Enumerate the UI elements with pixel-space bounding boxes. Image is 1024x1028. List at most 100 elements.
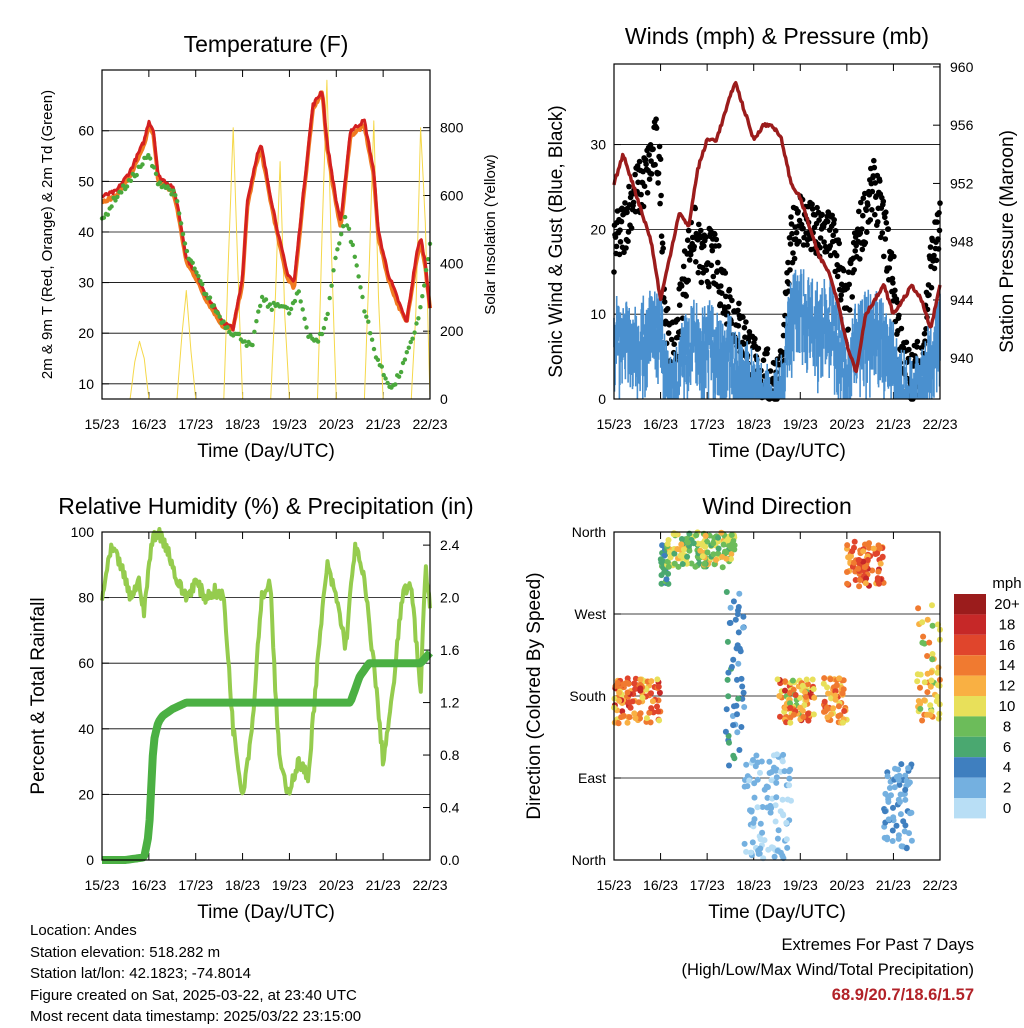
chart-title: Wind Direction <box>702 493 852 519</box>
gust-point <box>892 287 898 294</box>
gust-point <box>845 326 851 333</box>
direction-point <box>734 611 741 618</box>
gust-point <box>903 339 910 346</box>
gust-point <box>824 218 831 225</box>
y-tick-label: 60 <box>78 123 94 139</box>
x-tick-label: 15/23 <box>84 416 119 432</box>
dewpoint-point <box>190 260 195 265</box>
gust-point <box>741 341 747 347</box>
gust-point <box>698 227 704 234</box>
direction-point <box>902 786 909 793</box>
gust-point <box>891 253 897 260</box>
direction-point <box>775 827 782 834</box>
panel-temperature: Temperature (F) 15/23 16/23 17/23 18/23 19/23… <box>39 31 499 462</box>
gust-point <box>644 190 651 196</box>
dewpoint-point <box>423 267 429 273</box>
x-tick-label: 20/23 <box>829 877 864 893</box>
dewpoint-point <box>418 305 423 310</box>
direction-point <box>664 558 671 565</box>
x-tick-label: 20/23 <box>319 877 354 893</box>
dewpoint-point <box>366 319 371 324</box>
gust-point <box>616 251 623 258</box>
dewpoint-point <box>171 188 176 193</box>
station-info: Location: Andes Station elevation: 518.2… <box>30 920 361 1028</box>
direction-point <box>902 796 909 803</box>
y2-tick-label: 948 <box>950 234 974 250</box>
gust-point <box>646 152 652 158</box>
gust-point <box>723 293 729 300</box>
y-tick-label: 0 <box>598 391 606 407</box>
direction-point <box>655 683 662 690</box>
gust-point <box>831 217 837 223</box>
gust-point <box>653 116 659 122</box>
direction-point <box>820 680 827 687</box>
direction-point <box>614 679 621 686</box>
dewpoint-point <box>331 268 336 273</box>
direction-point <box>767 809 774 816</box>
gust-point <box>934 219 940 225</box>
gust-point <box>838 292 844 298</box>
recent-timestamp: Most recent data timestamp: 2025/03/22 2… <box>30 1008 362 1025</box>
direction-point <box>678 536 685 542</box>
direction-point <box>783 836 790 843</box>
direction-point <box>715 550 722 557</box>
gust-point <box>877 178 883 184</box>
gust-point <box>760 357 767 364</box>
direction-point <box>928 677 935 684</box>
direction-point <box>704 538 711 545</box>
direction-point <box>832 688 839 695</box>
gust-point <box>701 243 707 249</box>
gust-point <box>872 180 879 186</box>
y-tick-label: West <box>574 606 606 622</box>
direction-point <box>684 539 691 546</box>
direction-point <box>773 774 780 781</box>
direction-point <box>637 685 644 692</box>
y2-tick-label: 2.0 <box>440 590 460 606</box>
dewpoint-point <box>140 162 145 167</box>
dewpoint-point <box>323 316 328 322</box>
direction-point <box>919 619 926 626</box>
gust-point <box>717 301 724 307</box>
station-location: Location: Andes <box>30 922 137 939</box>
gust-point <box>926 292 932 298</box>
direction-point <box>740 613 747 620</box>
direction-point <box>821 708 827 715</box>
direction-point <box>896 781 903 788</box>
gust-point <box>725 304 732 310</box>
gust-point <box>886 265 893 271</box>
gust-point <box>827 252 834 259</box>
gust-point <box>686 257 693 263</box>
direction-point <box>771 853 778 860</box>
legend-label: 6 <box>1003 739 1011 756</box>
dewpoint-point <box>396 374 402 379</box>
direction-point <box>671 550 678 557</box>
gust-point <box>626 183 632 190</box>
x-tick-label: 22/23 <box>412 416 447 432</box>
gust-point <box>859 246 866 253</box>
dewpoint-point <box>302 316 307 321</box>
y2-tick-label: 400 <box>440 255 464 271</box>
direction-point <box>929 656 936 663</box>
direction-point <box>656 717 663 724</box>
direction-point <box>857 577 864 583</box>
dewpoint-point <box>321 325 327 331</box>
dewpoint-point <box>319 331 325 337</box>
x-tick-label: 18/23 <box>225 416 260 432</box>
legend-label: 12 <box>999 678 1016 695</box>
gust-point <box>625 229 632 235</box>
dewpoint-point <box>269 307 274 312</box>
direction-point <box>915 605 922 612</box>
legend-swatch <box>954 634 986 656</box>
gust-point <box>685 227 692 234</box>
legend-swatch <box>954 798 986 819</box>
x-tick-label: 17/23 <box>178 416 213 432</box>
direction-point <box>757 769 763 776</box>
gust-point <box>685 277 691 284</box>
direction-point <box>728 551 735 558</box>
dewpoint-point <box>339 232 344 237</box>
direction-point <box>741 840 748 847</box>
chart-title: Winds (mph) & Pressure (mb) <box>625 23 929 49</box>
direction-point <box>917 684 923 691</box>
y-tick-label: 20 <box>78 325 94 341</box>
y-tick-label: 100 <box>71 524 95 540</box>
